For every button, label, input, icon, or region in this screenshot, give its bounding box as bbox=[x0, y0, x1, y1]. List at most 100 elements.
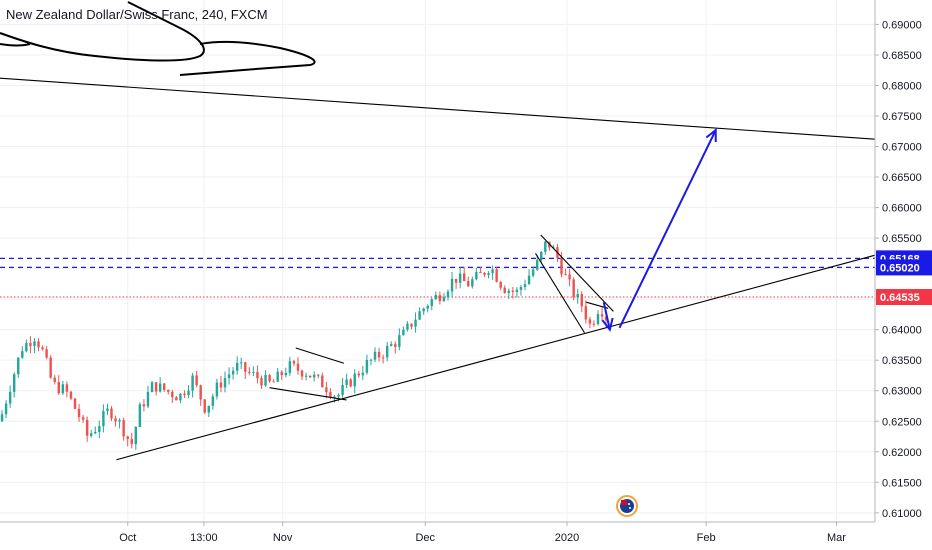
candle-body bbox=[596, 314, 600, 325]
candle-body bbox=[179, 393, 182, 401]
candle-body bbox=[106, 408, 109, 412]
candle-body bbox=[65, 384, 69, 392]
candle-body bbox=[414, 319, 417, 327]
candle-body bbox=[134, 426, 138, 445]
candle-body bbox=[167, 389, 170, 392]
candle-body bbox=[580, 294, 583, 307]
candle-body bbox=[126, 436, 129, 440]
candle-body bbox=[544, 241, 547, 252]
candle-body bbox=[511, 290, 515, 293]
trendline-channel-upper bbox=[540, 234, 614, 312]
time-tick-label: Oct bbox=[119, 532, 136, 544]
candle-body bbox=[268, 375, 271, 382]
candle-body bbox=[175, 397, 178, 401]
candle-body bbox=[81, 417, 85, 420]
candle-body bbox=[398, 335, 401, 347]
time-tick-label: Dec bbox=[415, 532, 435, 544]
candle-body bbox=[183, 393, 186, 395]
candle-body bbox=[479, 272, 482, 274]
candle-body bbox=[199, 385, 202, 400]
candle-body bbox=[57, 382, 61, 394]
candle-body bbox=[17, 357, 20, 375]
candle-body bbox=[85, 419, 89, 436]
candle-body bbox=[462, 273, 466, 282]
candle-body bbox=[215, 382, 219, 397]
candle-body bbox=[572, 279, 575, 298]
candle-body bbox=[130, 439, 133, 445]
candle-body bbox=[304, 375, 308, 377]
price-tick-label: 0.66000 bbox=[882, 203, 922, 215]
candle-body bbox=[560, 257, 563, 275]
candle-body bbox=[515, 289, 519, 293]
candle-body bbox=[300, 370, 304, 377]
candle-body bbox=[227, 374, 231, 379]
price-axis[interactable]: 0.69000 0.68500 0.68000 0.67500 0.67000 0.665… bbox=[874, 0, 932, 550]
candle-body bbox=[292, 361, 296, 364]
time-tick-label: Feb bbox=[697, 532, 716, 544]
candle-body bbox=[4, 403, 8, 415]
svg-text:0.64535: 0.64535 bbox=[880, 292, 920, 304]
candle-body bbox=[0, 414, 4, 422]
candle-body bbox=[531, 269, 535, 276]
candle-body bbox=[491, 269, 494, 274]
candle-body bbox=[191, 375, 194, 391]
candle-body bbox=[110, 408, 113, 419]
time-axis[interactable]: Oct 13:00 Nov Dec 2020 Feb Mar bbox=[0, 521, 875, 544]
price-tick-label: 0.62500 bbox=[882, 416, 922, 428]
candle-body bbox=[430, 299, 433, 306]
arrow-down-head bbox=[601, 317, 614, 332]
price-tick-label: 0.69000 bbox=[882, 19, 922, 31]
candle-body bbox=[12, 374, 16, 392]
price-tick-label: 0.67500 bbox=[882, 111, 922, 123]
trendline-upper-trendline bbox=[0, 77, 876, 140]
chart-grid bbox=[0, 0, 875, 522]
candle-body bbox=[422, 308, 425, 312]
candle-body bbox=[312, 374, 316, 378]
price-tick-label: 0.66500 bbox=[882, 172, 922, 184]
time-tick-label: Mar bbox=[827, 532, 846, 544]
candle-body bbox=[154, 382, 158, 392]
candle-body bbox=[272, 381, 275, 383]
candle-body bbox=[187, 390, 190, 395]
candle-body bbox=[373, 351, 377, 360]
candle-body bbox=[349, 379, 352, 387]
candle-body bbox=[195, 375, 198, 386]
candle-body bbox=[77, 408, 81, 418]
trendline-nov-wedge-bottom bbox=[269, 387, 347, 401]
candle-body bbox=[252, 371, 255, 373]
candle-body bbox=[568, 274, 571, 280]
drawings bbox=[0, 77, 876, 461]
candle-body bbox=[467, 281, 470, 287]
candle-body bbox=[203, 399, 206, 413]
candle-body bbox=[146, 392, 150, 407]
candle-body bbox=[33, 341, 36, 347]
candle-body bbox=[487, 273, 490, 275]
candle-body bbox=[361, 372, 365, 376]
candle-body bbox=[276, 371, 279, 382]
candle-body bbox=[122, 420, 125, 437]
candle-body bbox=[244, 362, 247, 372]
candle-body bbox=[377, 351, 381, 358]
candle-body bbox=[73, 398, 77, 409]
candle-body bbox=[102, 411, 105, 427]
candle-body bbox=[483, 272, 486, 275]
candle-body bbox=[231, 370, 235, 375]
trendline-lower-trendline bbox=[116, 254, 876, 461]
candle-body bbox=[475, 272, 478, 280]
price-level-label: 0.65020 bbox=[876, 259, 932, 276]
candle-body bbox=[41, 347, 44, 350]
nz-flag-icon[interactable] bbox=[616, 495, 638, 517]
candle-body bbox=[442, 297, 446, 302]
candle-body bbox=[337, 395, 340, 397]
candle-body bbox=[90, 433, 93, 436]
candle-body bbox=[308, 375, 312, 378]
candle-body bbox=[499, 281, 502, 288]
candle-body bbox=[357, 373, 361, 376]
candle-body bbox=[381, 357, 385, 359]
candle-body bbox=[53, 377, 56, 383]
candle-body bbox=[406, 323, 409, 330]
candle-body bbox=[527, 275, 531, 285]
candle-body bbox=[98, 426, 101, 432]
candle-body bbox=[61, 384, 65, 394]
